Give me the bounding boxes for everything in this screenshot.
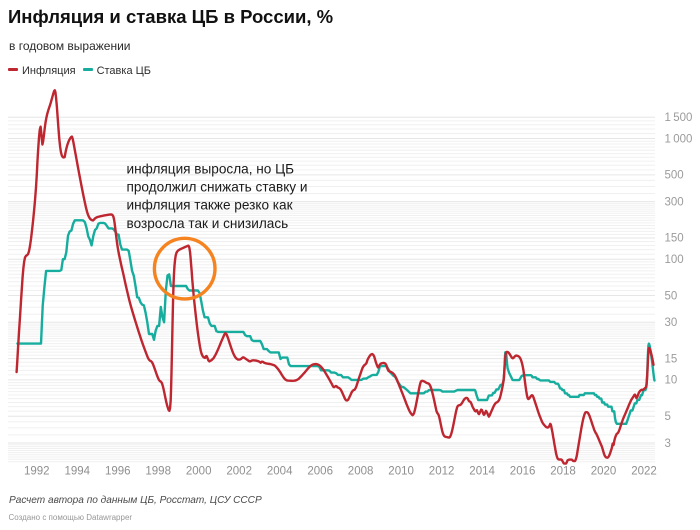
- svg-text:2016: 2016: [510, 466, 536, 478]
- svg-text:15: 15: [665, 353, 678, 365]
- svg-text:150: 150: [665, 233, 684, 245]
- svg-text:2012: 2012: [429, 466, 455, 478]
- svg-text:2022: 2022: [631, 466, 657, 478]
- svg-text:продолжил снижать ставку и: продолжил снижать ставку и: [127, 180, 308, 195]
- svg-text:инфляция также резко как: инфляция также резко как: [127, 198, 294, 213]
- svg-text:2000: 2000: [186, 466, 212, 478]
- svg-text:2010: 2010: [388, 466, 414, 478]
- svg-text:1994: 1994: [65, 466, 91, 478]
- svg-text:1 500: 1 500: [665, 112, 693, 124]
- svg-text:30: 30: [665, 317, 678, 329]
- svg-text:10: 10: [665, 375, 678, 387]
- svg-text:1998: 1998: [145, 466, 171, 478]
- svg-text:1996: 1996: [105, 466, 131, 478]
- svg-text:2020: 2020: [591, 466, 617, 478]
- svg-text:2002: 2002: [226, 466, 252, 478]
- svg-text:2018: 2018: [550, 466, 576, 478]
- svg-text:5: 5: [665, 411, 671, 423]
- svg-text:2006: 2006: [307, 466, 333, 478]
- svg-text:1 000: 1 000: [665, 133, 693, 145]
- svg-text:1992: 1992: [24, 466, 50, 478]
- svg-text:3: 3: [665, 438, 671, 450]
- svg-text:2004: 2004: [267, 466, 293, 478]
- svg-text:возросла так и снизилась: возросла так и снизилась: [127, 216, 289, 231]
- svg-text:500: 500: [665, 170, 684, 182]
- svg-text:инфляция выросла, но ЦБ: инфляция выросла, но ЦБ: [127, 162, 295, 177]
- svg-text:100: 100: [665, 254, 684, 266]
- svg-text:300: 300: [665, 196, 684, 208]
- svg-text:2008: 2008: [348, 466, 374, 478]
- svg-text:2014: 2014: [469, 466, 495, 478]
- svg-text:50: 50: [665, 290, 678, 302]
